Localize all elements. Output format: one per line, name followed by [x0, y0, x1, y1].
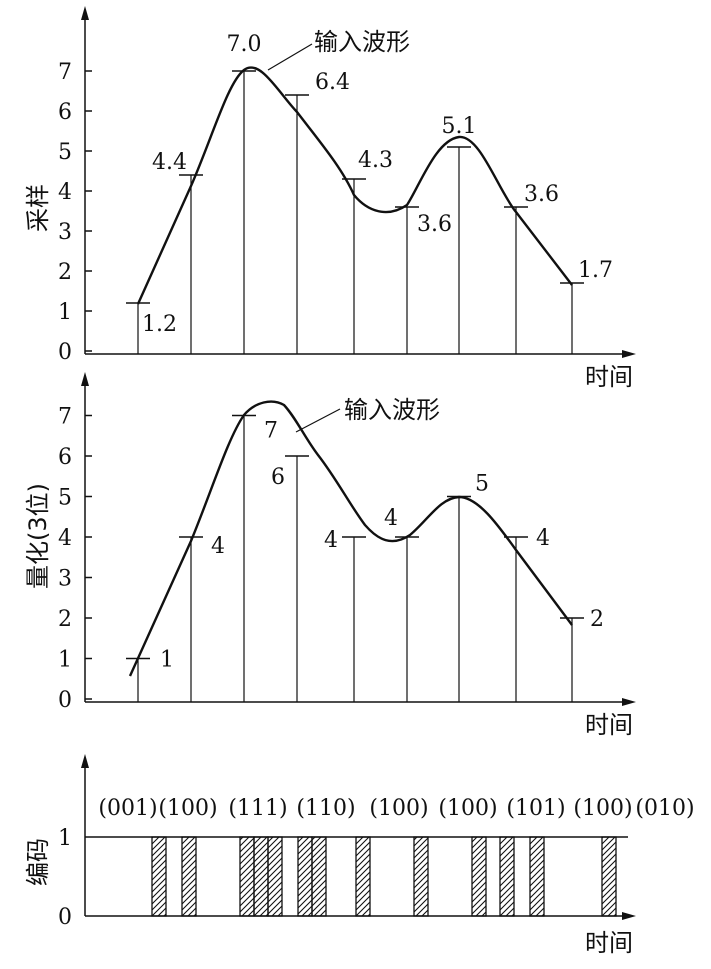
quant-value-label-1: 4 — [211, 534, 225, 559]
quant-value-label-2: 7 — [264, 419, 278, 444]
sampling-y-label: 采样 — [24, 184, 52, 232]
quant-value-label-7: 4 — [536, 526, 550, 551]
code-y-arrow — [81, 754, 89, 768]
quant-sample-lines: 1 4 7 6 4 4 5 4 2 — [126, 414, 604, 702]
quant-value-label-3: 6 — [271, 465, 285, 490]
code-y-label: 编码 — [24, 838, 52, 886]
code-group-label-0: (001) — [98, 796, 157, 821]
sampling-waveform-leader — [267, 43, 313, 71]
code-pulse-1-0 — [181, 836, 197, 917]
sampling-sample-lines: 1.2 4.4 7.0 6.4 4.3 3.6 5.1 3.6 1.7 — [126, 32, 613, 354]
code-pulse-3-0 — [297, 836, 313, 917]
code-pulse-8-1 — [601, 836, 617, 917]
quant-y-label: 量化(3位) — [24, 483, 52, 589]
quant-value-label-4: 4 — [324, 528, 338, 553]
encoding-panel: 01 (001) (100) (111) (110) (100) (100) (101) (1… — [24, 754, 695, 957]
quant-waveform-leader — [295, 408, 341, 433]
code-groups: (001) (100) (111) (110) (100) (100) (101) (100)… — [98, 796, 694, 821]
code-pulse-6-0 — [471, 836, 487, 917]
sampling-value-label-3: 6.4 — [315, 70, 350, 95]
sampling-value-label-6: 5.1 — [442, 114, 477, 139]
sampling-x-arrow — [622, 350, 636, 358]
sampling-tick-label-0: 0 — [58, 340, 72, 365]
code-group-label-6: (101) — [506, 796, 565, 821]
code-y-ticks: 01 — [58, 826, 72, 930]
code-tick-label-1: 1 — [58, 826, 72, 851]
sampling-tick-label-1: 1 — [58, 300, 72, 325]
code-group-label-5: (100) — [438, 796, 497, 821]
quant-waveform-label: 输入波形 — [344, 396, 440, 424]
sampling-value-label-7: 3.6 — [524, 182, 559, 207]
sampling-tick-label-6: 6 — [58, 100, 72, 125]
code-group-label-7: (100) — [573, 796, 632, 821]
code-group-label-3: (110) — [296, 796, 355, 821]
code-pulse-0-2 — [151, 836, 167, 917]
quant-tick-label-4: 4 — [58, 526, 72, 551]
quant-value-label-6: 5 — [475, 472, 489, 497]
quant-tick-label-6: 6 — [58, 445, 72, 470]
quant-input-waveform — [128, 400, 573, 677]
sampling-value-label-0: 1.2 — [142, 312, 177, 337]
code-tick-label-0: 0 — [58, 905, 72, 930]
quant-tick-label-3: 3 — [58, 567, 72, 592]
sampling-value-label-5: 3.6 — [417, 212, 452, 237]
sampling-value-label-2: 7.0 — [227, 32, 262, 57]
quant-x-arrow — [622, 698, 636, 706]
sampling-value-label-1: 4.4 — [152, 150, 187, 175]
quant-y-ticks: 0 1 2 3 4 5 6 7 — [58, 405, 92, 713]
code-pulse-5-0 — [413, 836, 429, 917]
quant-time-label: 时间 — [585, 711, 633, 739]
code-pulse-7-0 — [529, 836, 545, 917]
quant-tick-label-1: 1 — [58, 648, 72, 673]
sampling-panel: 0 1 2 3 4 5 6 7 1.2 4.4 7.0 6.4 4.3 3.6 5.1 3.6 1.7 输入波… — [24, 6, 636, 391]
sampling-input-waveform — [136, 66, 573, 305]
code-pulse-3-1 — [311, 836, 327, 917]
quant-tick-label-7: 7 — [58, 405, 72, 430]
quant-value-label-5: 4 — [384, 506, 398, 531]
quantization-panel: 0 1 2 3 4 5 6 7 1 4 7 6 4 4 5 4 2 输入波形 时间 量化(3位) — [24, 372, 636, 739]
sampling-y-ticks: 0 1 2 3 4 5 6 7 — [58, 60, 92, 365]
sampling-y-arrow — [81, 6, 89, 20]
code-x-arrow — [622, 912, 636, 920]
code-pulse-6-2 — [499, 836, 515, 917]
sampling-value-label-4: 4.3 — [358, 148, 393, 173]
quant-tick-label-2: 2 — [58, 607, 72, 632]
quant-tick-label-5: 5 — [58, 486, 72, 511]
code-pulse-2-2 — [267, 836, 283, 917]
code-pulses — [151, 836, 617, 917]
code-group-label-2: (111) — [228, 796, 287, 821]
sampling-value-label-8: 1.7 — [578, 258, 613, 283]
quant-tick-label-0: 0 — [58, 688, 72, 713]
code-pulse-4-0 — [355, 836, 371, 917]
sampling-waveform-label: 输入波形 — [314, 28, 410, 56]
code-time-label: 时间 — [585, 929, 633, 957]
sampling-tick-label-7: 7 — [58, 60, 72, 85]
code-group-label-8: (010) — [635, 796, 694, 821]
code-group-label-4: (100) — [369, 796, 428, 821]
sampling-tick-label-4: 4 — [58, 180, 72, 205]
sampling-tick-label-2: 2 — [58, 260, 72, 285]
sampling-tick-label-3: 3 — [58, 220, 72, 245]
quant-value-label-0: 1 — [160, 648, 174, 673]
sampling-tick-label-5: 5 — [58, 140, 72, 165]
code-pulse-2-0 — [239, 836, 255, 917]
quant-y-arrow — [81, 372, 89, 386]
quant-value-label-8: 2 — [590, 607, 604, 632]
code-pulse-2-1 — [253, 836, 269, 917]
sampling-time-label: 时间 — [585, 363, 633, 391]
code-group-label-1: (100) — [158, 796, 217, 821]
